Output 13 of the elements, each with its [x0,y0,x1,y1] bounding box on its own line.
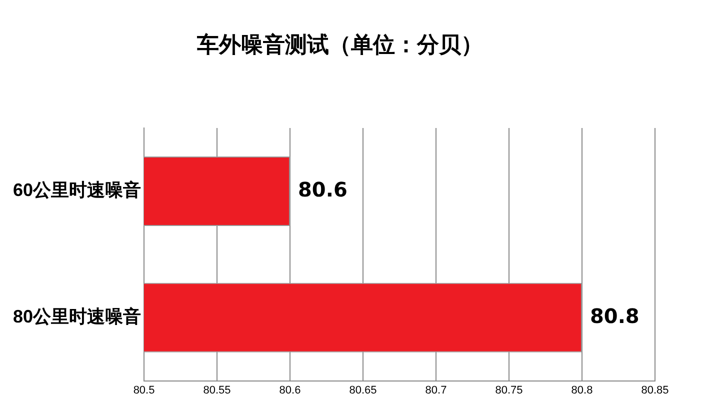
x-tick-label: 80.55 [203,384,231,396]
x-tick-label: 80.75 [495,384,523,396]
x-tick-label: 80.5 [133,384,155,396]
x-tick-label: 80.7 [425,384,447,396]
data-label: 80.8 [590,304,640,328]
x-tick-label: 80.85 [641,384,669,396]
y-tick-label: 60公里时速噪音 [12,180,142,200]
x-tick-label: 80.8 [571,384,593,396]
data-label: 80.6 [298,177,348,202]
x-tick-label: 80.65 [349,384,377,396]
x-tick-label: 80.6 [279,384,301,396]
y-tick-label: 80公里时速噪音 [12,306,142,327]
chart-title: 车外噪音测试（单位：分贝） [196,32,484,60]
